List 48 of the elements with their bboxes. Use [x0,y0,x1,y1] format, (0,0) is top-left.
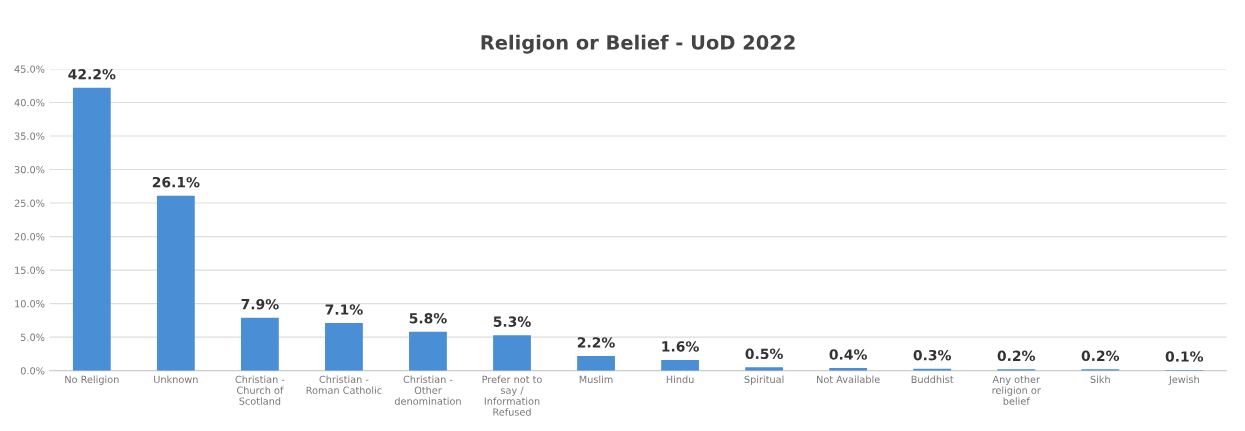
data-label: 1.6% [662,341,699,352]
data-label: 42.2% [68,68,116,80]
data-label: 26.1% [152,176,200,188]
data-label: 5.8% [409,313,447,324]
x-tick-label: No Religion [65,375,119,385]
data-label: 0.5% [745,348,783,360]
bar [409,331,447,371]
bar [493,335,531,371]
x-tick-label: Hindu [666,375,694,384]
y-tick-label: 0.0% [20,367,45,375]
data-label: 0.2% [997,350,1036,362]
data-label: 0.3% [913,349,952,361]
chart-title: Religion or Belief - UoD 2022 [481,34,795,54]
data-label: 7.9% [241,298,279,310]
x-tick-label: Christian - Church of Scotland [235,375,285,405]
data-label: 0.2% [1081,350,1120,362]
x-tick-label: Buddhist [911,375,954,384]
bar [577,355,615,371]
x-tick-label: Spiritual [744,375,784,385]
x-tick-label: Any other religion or belief [992,375,1041,405]
x-tick-label: Christian - Other denomination [394,375,461,405]
x-tick-label: Christian - Roman Catholic [306,375,382,394]
data-label: 0.1% [1165,351,1204,362]
x-tick-label: Sikh [1090,375,1110,384]
data-label: 0.4% [829,349,867,360]
x-tick-label: Jewish [1168,375,1199,385]
y-tick-label: 5.0% [20,333,45,341]
y-tick-label: 20.0% [14,233,45,241]
y-tick-label: 40.0% [14,98,45,107]
bar [240,317,279,371]
x-tick-label: Not Available [817,375,880,384]
y-tick-label: 25.0% [14,199,45,207]
y-tick-label: 15.0% [15,266,45,274]
bar [325,323,363,371]
bar [72,87,111,371]
data-label: 7.1% [325,304,363,315]
bar [745,367,784,371]
y-tick-label: 30.0% [14,166,45,174]
y-tick-label: 45.0% [14,65,45,73]
data-label: 2.2% [577,337,615,348]
bar [661,359,699,371]
y-tick-label: 35.0% [14,132,45,140]
data-label: 5.3% [493,316,531,327]
x-tick-label: Muslim [579,375,613,384]
y-tick-label: 10.0% [15,300,45,308]
bar [156,195,195,371]
x-tick-label: Prefer not to say / Information Refused [482,375,542,416]
x-tick-label: Unknown [154,375,198,384]
